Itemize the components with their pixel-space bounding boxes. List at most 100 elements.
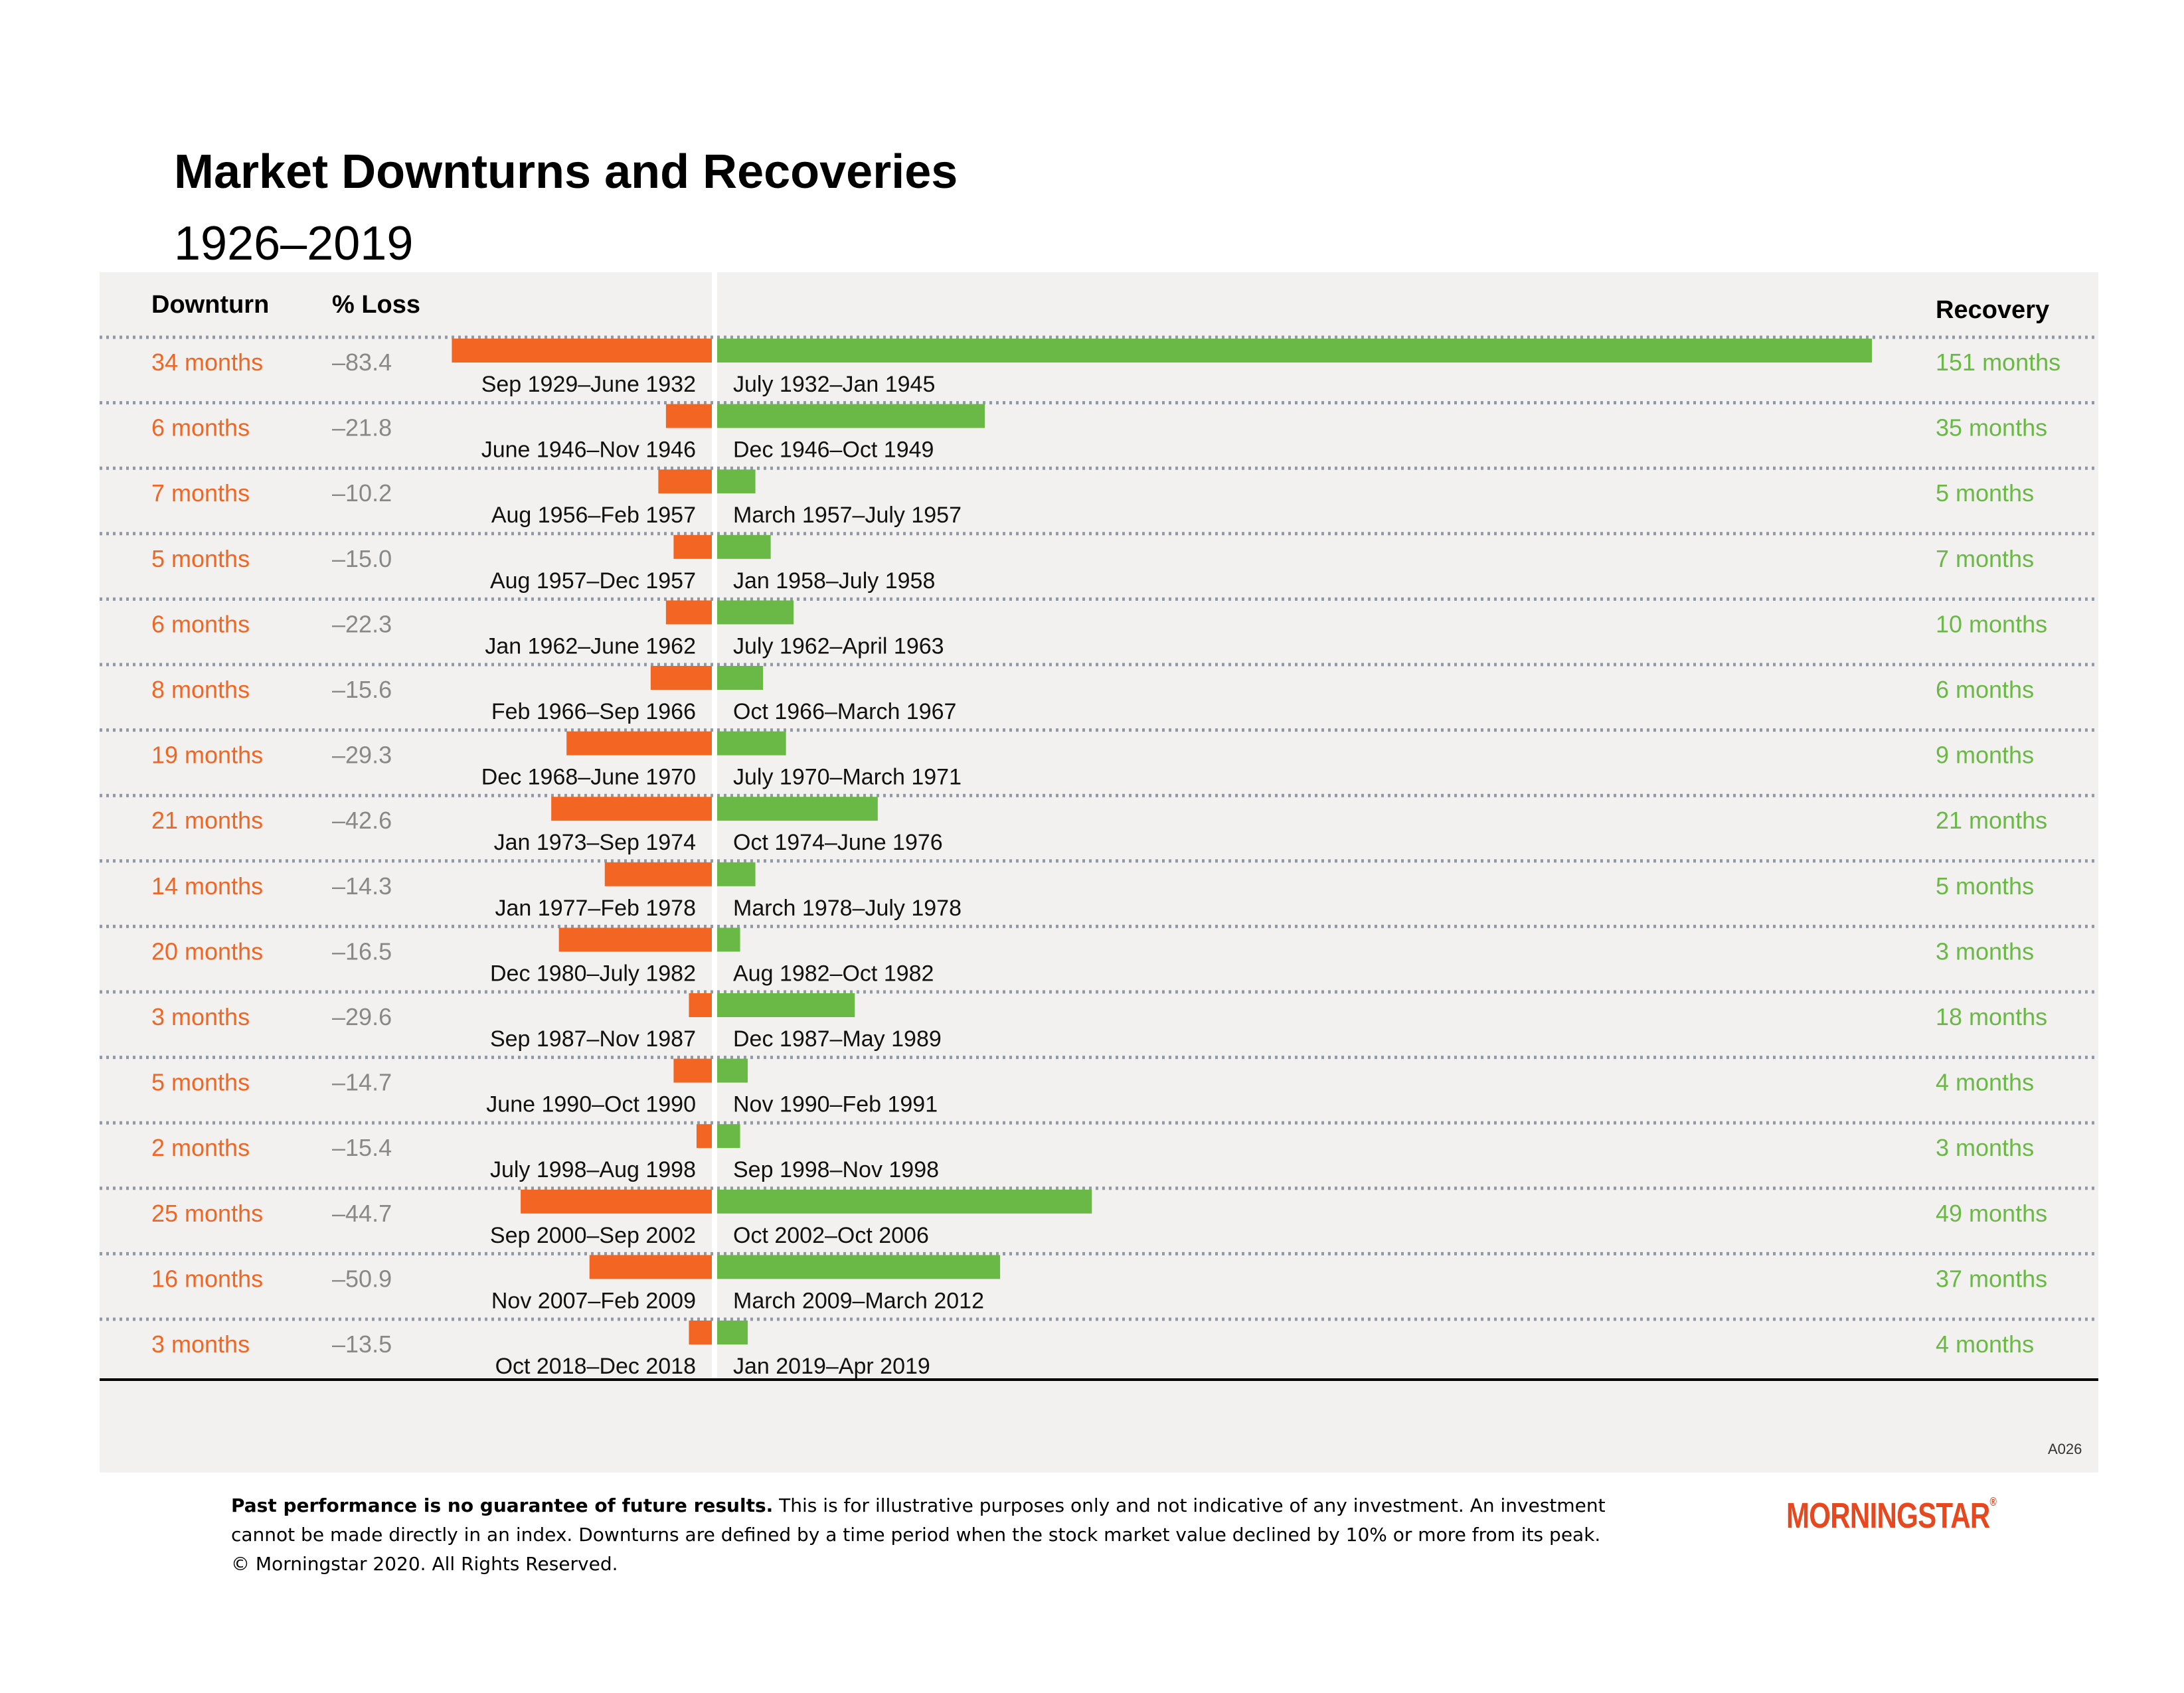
recovery-bar <box>717 1124 740 1149</box>
downturn-period-label: Sep 1987–Nov 1987 <box>490 1026 696 1052</box>
recovery-period-label: Nov 1990–Feb 1991 <box>733 1092 938 1117</box>
downturn-bar <box>665 404 712 428</box>
registered-mark: ® <box>1989 1495 1997 1508</box>
recovery-bar <box>717 993 855 1017</box>
center-divider <box>712 272 717 1378</box>
recovery-column-header: Recovery <box>1936 296 2050 324</box>
downturn-duration-label: 6 months <box>151 610 250 637</box>
recovery-bar <box>717 862 756 886</box>
logo-text: MORNINGSTAR <box>1786 1496 1990 1536</box>
recovery-bar <box>717 1058 748 1083</box>
downturn-duration-label: 8 months <box>151 676 250 703</box>
recovery-period-label: Jan 2019–Apr 2019 <box>733 1354 930 1379</box>
recovery-duration-label: 4 months <box>1936 1330 2034 1358</box>
chart-title: Market Downturns and Recoveries <box>174 145 958 199</box>
loss-value-label: –14.7 <box>332 1069 392 1096</box>
downturn-bar <box>673 534 712 559</box>
recovery-duration-label: 5 months <box>1936 479 2034 507</box>
chart-panel <box>100 272 2098 1473</box>
downturn-period-label: Jan 1962–June 1962 <box>485 633 696 659</box>
recovery-bar <box>717 797 878 821</box>
recovery-bar <box>717 1255 1001 1279</box>
downturn-bar <box>650 666 712 690</box>
recovery-period-label: Aug 1982–Oct 1982 <box>733 961 934 986</box>
downturn-bar <box>673 1058 712 1083</box>
recovery-period-label: March 1978–July 1978 <box>733 896 962 921</box>
downturn-duration-label: 20 months <box>151 937 263 965</box>
recovery-bar <box>717 927 740 952</box>
downturn-bar <box>551 797 712 821</box>
loss-value-label: –42.6 <box>332 807 392 834</box>
recovery-period-label: July 1962–April 1963 <box>733 633 944 659</box>
loss-value-label: –44.7 <box>332 1200 392 1227</box>
downturn-bar <box>566 731 712 756</box>
recovery-period-label: Sep 1998–Nov 1998 <box>733 1157 939 1182</box>
footnote-line-1: This is for illustrative purposes only a… <box>773 1494 1606 1516</box>
loss-value-label: –15.6 <box>332 676 392 703</box>
downturn-period-label: Aug 1957–Dec 1957 <box>490 568 696 594</box>
downturn-bar <box>665 600 712 625</box>
recovery-period-label: Dec 1946–Oct 1949 <box>733 438 934 463</box>
chart-code: A026 <box>2048 1441 2082 1457</box>
downturn-bar <box>689 1321 712 1344</box>
downturn-bar <box>696 1124 712 1149</box>
downturn-bar <box>558 927 712 952</box>
morningstar-logo: MORNINGSTAR® <box>1786 1495 1997 1536</box>
recovery-duration-label: 10 months <box>1936 610 2047 637</box>
downturn-period-label: June 1946–Nov 1946 <box>481 438 696 463</box>
recovery-period-label: July 1932–Jan 1945 <box>733 372 935 397</box>
loss-column-header: % Loss <box>332 291 421 319</box>
downturn-period-label: June 1990–Oct 1990 <box>486 1092 696 1117</box>
downturn-duration-label: 6 months <box>151 414 250 442</box>
recovery-bar <box>717 404 985 428</box>
recovery-duration-label: 37 months <box>1936 1265 2047 1292</box>
loss-value-label: –10.2 <box>332 479 392 507</box>
downturn-duration-label: 16 months <box>151 1265 263 1292</box>
recovery-duration-label: 18 months <box>1936 1003 2047 1030</box>
downturn-duration-label: 25 months <box>151 1200 263 1227</box>
chart-subtitle: 1926–2019 <box>174 217 414 270</box>
recovery-period-label: March 2009–March 2012 <box>733 1288 984 1313</box>
downturn-bar <box>589 1255 712 1279</box>
downturn-period-label: Aug 1956–Feb 1957 <box>491 503 696 528</box>
chart-baseline <box>100 1378 2098 1381</box>
downturn-period-label: Jan 1973–Sep 1974 <box>494 830 696 855</box>
recovery-duration-label: 35 months <box>1936 414 2047 442</box>
recovery-duration-label: 49 months <box>1936 1200 2047 1227</box>
downturn-duration-label: 21 months <box>151 807 263 834</box>
recovery-duration-label: 151 months <box>1936 349 2060 376</box>
downturn-duration-label: 2 months <box>151 1134 250 1161</box>
downturn-period-label: Sep 2000–Sep 2002 <box>490 1223 696 1248</box>
recovery-duration-label: 21 months <box>1936 807 2047 834</box>
downturn-duration-label: 5 months <box>151 545 250 572</box>
downturn-duration-label: 34 months <box>151 349 263 376</box>
downturn-bar <box>689 993 712 1017</box>
downturn-bar <box>452 339 712 363</box>
downturn-duration-label: 3 months <box>151 1003 250 1030</box>
recovery-bar <box>717 666 764 690</box>
downturn-bar <box>521 1189 712 1214</box>
recovery-duration-label: 7 months <box>1936 545 2034 572</box>
downturn-duration-label: 5 months <box>151 1069 250 1096</box>
loss-value-label: –15.0 <box>332 545 392 572</box>
recovery-period-label: March 1957–July 1957 <box>733 503 962 528</box>
recovery-period-label: Oct 2002–Oct 2006 <box>733 1223 929 1248</box>
recovery-period-label: Jan 1958–July 1958 <box>733 568 935 594</box>
downturn-period-label: Jan 1977–Feb 1978 <box>495 896 696 921</box>
downturn-period-label: Sep 1929–June 1932 <box>481 372 696 397</box>
loss-value-label: –14.3 <box>332 872 392 900</box>
downturn-period-label: Dec 1980–July 1982 <box>490 961 696 986</box>
recovery-bar <box>717 731 786 756</box>
recovery-bar <box>717 469 756 494</box>
footnote: Past performance is no guarantee of futu… <box>231 1491 1626 1579</box>
loss-value-label: –29.6 <box>332 1003 392 1030</box>
loss-value-label: –13.5 <box>332 1330 392 1358</box>
downturn-bar <box>604 862 712 886</box>
loss-value-label: –50.9 <box>332 1265 392 1292</box>
recovery-duration-label: 6 months <box>1936 676 2034 703</box>
downturn-duration-label: 3 months <box>151 1330 250 1358</box>
recovery-period-label: Oct 1974–June 1976 <box>733 830 943 855</box>
downturn-column-header: Downturn <box>151 291 270 319</box>
downturn-period-label: Oct 2018–Dec 2018 <box>495 1354 696 1379</box>
